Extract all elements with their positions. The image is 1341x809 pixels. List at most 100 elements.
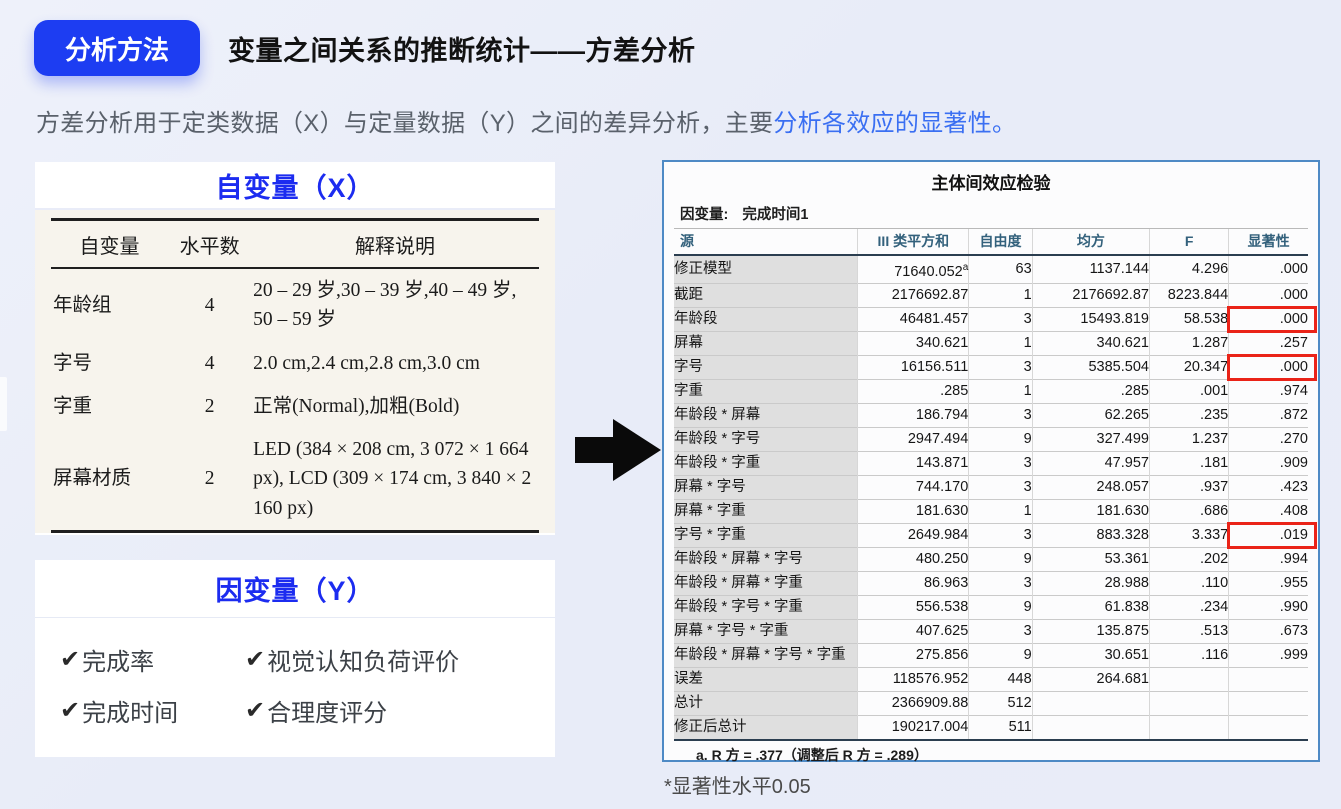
spss-sig-cell <box>1228 715 1308 742</box>
independent-variables-table: 自变量 水平数 解释说明 年龄组 4 20 – 29 岁,30 – 39 岁,40 … <box>51 218 539 533</box>
spss-source-cell: 年龄段 * 屏幕 * 字重 <box>674 571 858 596</box>
spss-sig-cell: .423 <box>1228 475 1308 500</box>
effects-test-table: 源 III 类平方和 自由度 均方 F 显著性 修正模型 71640.052a 63… <box>674 228 1317 742</box>
spss-row: 截距 2176692.87 1 2176692.87 8223.844.000 <box>674 283 1308 308</box>
spss-ms-cell: 28.988 <box>1031 571 1150 596</box>
spss-ms-cell: 15493.819 <box>1031 307 1150 332</box>
spss-f-cell: 1.237 <box>1148 427 1229 452</box>
spss-df-cell: 9 <box>968 643 1033 668</box>
spss-f-cell: .001 <box>1148 379 1229 404</box>
spss-row: 年龄段 * 屏幕 186.794 3 62.265.235.872 <box>674 403 1308 428</box>
dependent-variables-panel: 因变量（Y） ✔ 完成率 ✔ 视觉认知负荷评价 ✔ 完成时间 ✔ 合理度评分 <box>35 560 555 757</box>
spss-col-source: 源 <box>674 228 858 256</box>
spss-source-cell: 屏幕 <box>674 331 858 356</box>
page-title: 变量之间关系的推断统计——方差分析 <box>228 35 696 66</box>
spss-f-cell <box>1148 667 1229 692</box>
spss-df-cell: 1 <box>968 499 1033 524</box>
spss-col-ss: III 类平方和 <box>857 228 969 256</box>
x-table-row: 屏幕材质 2 LED (384 × 208 cm, 3 072 × 1 664 px… <box>51 428 539 531</box>
spss-footnote: a. R 方 = .377（调整后 R 方 = .289） <box>696 747 928 764</box>
spss-sig-cell: .000 <box>1228 283 1308 308</box>
spss-row: 字重 .285 1.285.001.974 <box>674 379 1308 404</box>
spss-ms-cell: 47.957 <box>1031 451 1150 476</box>
spss-source-cell: 年龄段 * 屏幕 * 字号 * 字重 <box>674 643 858 668</box>
dependent-variables-list: ✔ 完成率 ✔ 视觉认知负荷评价 ✔ 完成时间 ✔ 合理度评分 <box>35 642 555 728</box>
spss-sig-cell: .872 <box>1228 403 1308 428</box>
spss-source-cell: 屏幕 * 字号 * 字重 <box>674 619 858 644</box>
x-col-levels: 水平数 <box>168 219 252 269</box>
x-level-description: 20 – 29 岁,30 – 39 岁,40 – 49 岁, 50 – 59 岁 <box>253 280 517 331</box>
spss-source-cell: 年龄段 * 屏幕 <box>674 403 858 428</box>
spss-row: 年龄段 * 屏幕 * 字号 480.250 9 53.361.202.994 <box>674 547 1308 572</box>
spss-ss-cell: 407.625 <box>857 619 969 644</box>
independent-variables-panel: 自变量（X） 自变量 水平数 解释说明 年龄组 4 20 – 29 岁,30 – 3… <box>35 162 555 535</box>
x-level-count: 2 <box>204 468 215 490</box>
spss-row: 修正模型 71640.052a 63 1137.144 4.296.000 <box>674 254 1308 284</box>
spss-ss-cell: 275.856 <box>857 643 969 668</box>
method-badge-label: 分析方法 <box>64 34 169 65</box>
check-icon: ✔ <box>245 646 266 673</box>
spss-df-cell: 9 <box>968 427 1033 452</box>
spss-row: 年龄段 * 字号 2947.494 9 327.499 1.237.270 <box>674 427 1308 452</box>
spss-sig-cell: .000 <box>1227 354 1317 382</box>
spss-f-cell: 4.296 <box>1148 254 1229 284</box>
spss-row: 年龄段 * 屏幕 * 字重 86.963 3 28.988.110.955 <box>674 571 1308 596</box>
spss-source-cell: 年龄段 * 屏幕 * 字号 <box>674 547 858 572</box>
spss-sig-cell: .909 <box>1228 451 1308 476</box>
spss-ms-cell: .285 <box>1031 379 1150 404</box>
spss-row: 字号 * 字重 2649.984 3 883.328 3.337.019 <box>674 522 1317 550</box>
spss-df-cell: 1 <box>968 331 1033 356</box>
spss-sig-cell: .955 <box>1228 571 1308 596</box>
dependent-variable-label: 合理度评分 <box>267 700 388 727</box>
spss-sig-cell: .019 <box>1227 522 1317 550</box>
x-variable-name: 年龄组 <box>53 294 112 316</box>
spss-f-cell: 1.287 <box>1148 331 1229 356</box>
spss-df-cell: 9 <box>968 547 1033 572</box>
spss-row: 修正后总计 190217.004 511 <box>674 715 1308 742</box>
spss-df-cell: 3 <box>968 307 1033 332</box>
spss-sig-cell: .999 <box>1228 643 1308 668</box>
spss-f-cell: 8223.844 <box>1148 283 1229 308</box>
dependent-variable-item: ✔ 合理度评分 <box>245 693 530 728</box>
spss-f-cell: .686 <box>1148 499 1229 524</box>
spss-ms-cell: 61.838 <box>1031 595 1150 620</box>
x-table-row: 字重 2 正常(Normal),加粗(Bold) <box>51 385 539 428</box>
spss-f-cell: 20.347 <box>1148 355 1229 380</box>
spss-df-cell: 3 <box>968 523 1033 548</box>
spss-f-cell: 58.538 <box>1148 307 1229 332</box>
spss-f-cell: .181 <box>1148 451 1229 476</box>
spss-row: 字号 16156.511 3 5385.504 20.347.000 <box>674 354 1317 382</box>
spss-sig-cell: .000 <box>1227 306 1317 334</box>
check-icon: ✔ <box>60 697 81 724</box>
spss-row: 屏幕 * 字号 * 字重 407.625 3 135.875.513.673 <box>674 619 1308 644</box>
spss-df-cell: 63 <box>968 254 1033 284</box>
spss-sig-cell: .990 <box>1228 595 1308 620</box>
spss-df-cell: 448 <box>968 667 1033 692</box>
subtitle-highlight-text: 分析各效应的显著性。 <box>773 110 1017 137</box>
spss-col-df: 自由度 <box>968 228 1033 256</box>
spss-source-cell: 年龄段 * 字号 * 字重 <box>674 595 858 620</box>
spss-f-cell <box>1148 715 1229 742</box>
spss-row: 屏幕 * 字号 744.170 3 248.057.937.423 <box>674 475 1308 500</box>
spss-col-sig: 显著性 <box>1228 228 1308 256</box>
spss-source-cell: 截距 <box>674 283 858 308</box>
dependent-variables-title: 因变量（Y） <box>35 560 555 618</box>
spss-sig-cell: .408 <box>1228 499 1308 524</box>
spss-sig-cell: .000 <box>1228 254 1308 284</box>
check-icon: ✔ <box>60 646 81 673</box>
significant-highlight-box <box>1227 306 1317 334</box>
spss-ss-cell: 2947.494 <box>857 427 969 452</box>
page-subtitle: 方差分析用于定类数据（X）与定量数据（Y）之间的差异分析，主要分析各效应的显著性… <box>36 103 1016 138</box>
spss-ss-cell: 556.538 <box>857 595 969 620</box>
spss-ms-cell: 30.651 <box>1031 643 1150 668</box>
spss-col-ms: 均方 <box>1031 228 1150 256</box>
spss-source-cell: 年龄段 * 字重 <box>674 451 858 476</box>
spss-row: 屏幕 * 字重 181.630 1 181.630.686.408 <box>674 499 1308 524</box>
spss-ss-cell: 143.871 <box>857 451 969 476</box>
x-col-variable: 自变量 <box>51 219 169 269</box>
spss-source-cell: 字号 * 字重 <box>674 523 858 548</box>
spss-row: 误差 118576.952 448 264.681 <box>674 667 1308 692</box>
dependent-variable-label: 视觉认知负荷评价 <box>267 649 460 676</box>
spss-sig-cell <box>1228 667 1308 692</box>
spss-ss-cell: 744.170 <box>857 475 969 500</box>
